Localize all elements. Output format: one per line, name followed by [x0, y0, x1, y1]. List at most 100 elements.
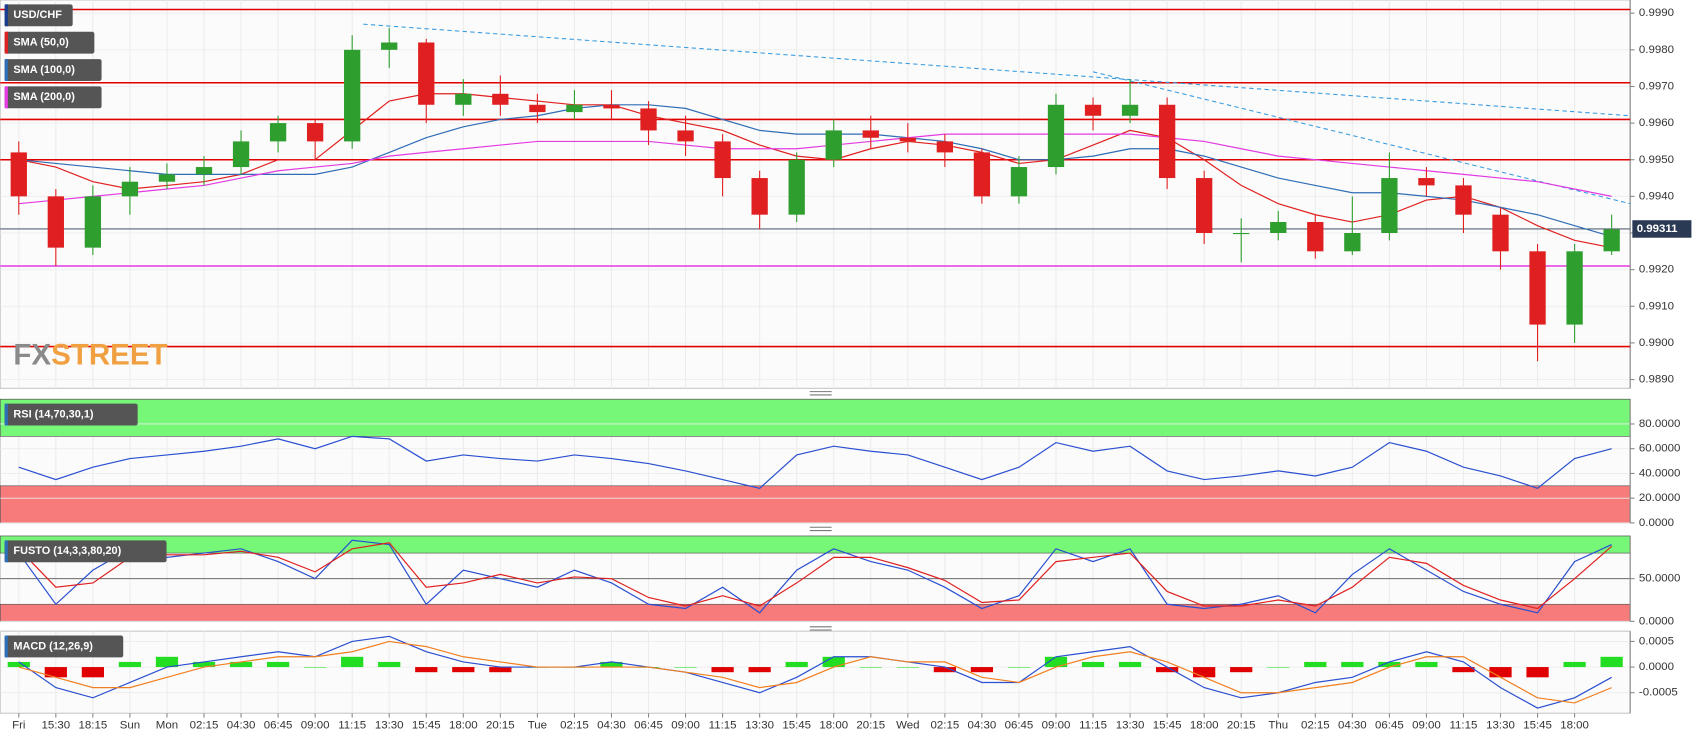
candle-body	[677, 130, 694, 142]
candle-body	[640, 108, 657, 131]
candle-body	[1233, 232, 1250, 235]
histogram-bar	[415, 667, 438, 673]
y-tick-label: 80.0000	[1639, 418, 1680, 430]
y-tick-label: -0.0005	[1639, 687, 1678, 699]
x-tick-label: 06:45	[634, 719, 663, 731]
candle-body	[1158, 104, 1176, 179]
y-tick-label: 0.9890	[1639, 374, 1674, 386]
histogram-bar	[1563, 661, 1586, 668]
legend-label: SMA (200,0)	[13, 91, 75, 103]
legend-label: RSI (14,70,30,1)	[13, 408, 94, 420]
x-tick-label: 11:15	[1079, 719, 1107, 731]
legend-box	[4, 403, 138, 426]
x-tick-label: 09:00	[1412, 719, 1441, 731]
candle-body	[158, 174, 176, 182]
candle-body	[306, 123, 324, 142]
x-tick-label: 11:15	[1450, 719, 1478, 731]
candle-body	[566, 104, 583, 113]
x-tick-label: 09:00	[1042, 719, 1071, 731]
candle-body	[1455, 185, 1472, 215]
candle-body	[381, 42, 398, 50]
histogram-bar	[155, 656, 179, 668]
legend-swatch	[4, 31, 8, 54]
legend-box	[4, 31, 95, 54]
histogram-bar	[1341, 661, 1364, 668]
series-line	[18, 640, 1612, 704]
x-tick-label: 06:45	[264, 719, 293, 731]
x-tick-label: 20:15	[486, 719, 515, 731]
indicator-band	[0, 398, 1631, 437]
legend-swatch	[4, 635, 8, 658]
y-tick-label: 0.9940	[1639, 190, 1674, 202]
x-tick-label: 09:00	[301, 719, 330, 731]
last-price-box	[1632, 220, 1692, 238]
histogram-bar	[489, 667, 512, 673]
x-tick-label: 09:00	[671, 719, 700, 731]
candle-body	[47, 196, 64, 248]
legend-swatch	[4, 403, 8, 426]
x-tick-label: 20:15	[1227, 719, 1256, 731]
x-tick-label: 18:00	[819, 719, 848, 731]
legend-box	[4, 59, 102, 81]
legend-swatch	[4, 4, 8, 27]
x-tick-label: 13:30	[745, 719, 774, 731]
series-line	[18, 93, 1612, 249]
candle-body	[1529, 251, 1546, 325]
histogram-bar	[1378, 661, 1401, 668]
legend-label: SMA (50,0)	[13, 37, 69, 49]
histogram-bar	[266, 661, 290, 668]
candle-body	[195, 167, 213, 175]
series-line	[18, 635, 1612, 709]
histogram-bar	[81, 667, 104, 678]
indicator-band	[0, 603, 1631, 622]
candle-body	[862, 130, 879, 138]
candle-body	[1344, 232, 1361, 252]
candle-body	[232, 141, 250, 168]
candle-body	[714, 141, 731, 179]
x-tick-label: 15:45	[782, 719, 811, 731]
x-tick-label: 04:30	[597, 719, 626, 731]
histogram-bar	[711, 667, 734, 673]
y-tick-label: 0.9960	[1639, 117, 1674, 129]
legend-swatch	[4, 540, 8, 563]
candle-body	[973, 152, 991, 197]
y-tick-label: 0.9900	[1639, 337, 1674, 349]
histogram-bar	[452, 667, 475, 673]
histogram-bar	[229, 661, 253, 668]
y-tick-label: 40.0000	[1639, 467, 1680, 479]
x-tick-label: 15:45	[412, 719, 441, 731]
histogram-bar	[44, 667, 67, 678]
watermark-part: FX	[13, 338, 51, 371]
trendline	[363, 23, 1631, 117]
legend-box	[4, 540, 167, 563]
histogram-bar	[1415, 661, 1438, 668]
histogram-bar	[1452, 667, 1475, 673]
candle-body	[418, 42, 435, 105]
candle-body	[1010, 167, 1028, 197]
histogram-bar	[1230, 667, 1253, 673]
legend-label: MACD (12,26,9)	[13, 640, 93, 652]
legend-label: FUSTO (14,3,3,80,20)	[13, 545, 121, 557]
x-tick-label: 13:30	[1116, 719, 1145, 731]
x-tick-label: 11:15	[709, 719, 737, 731]
last-price-label: 0.99311	[1637, 223, 1678, 235]
y-tick-label: 0.0000	[1639, 661, 1674, 673]
histogram-bar	[1489, 667, 1512, 678]
histogram-bar	[970, 667, 994, 673]
candle-body	[84, 196, 102, 248]
histogram-bar	[1156, 667, 1179, 673]
candle-body	[751, 178, 768, 215]
candle-body	[1270, 222, 1287, 233]
histogram-bar	[378, 661, 401, 668]
candle-body	[788, 159, 805, 215]
y-tick-label: 0.9910	[1639, 300, 1674, 312]
histogram-bar	[822, 656, 845, 668]
x-tick-label: 18:00	[449, 719, 478, 731]
x-tick-label: Wed	[896, 719, 919, 731]
x-tick-label: 15:30	[41, 719, 70, 731]
y-tick-label: 50.0000	[1639, 573, 1680, 585]
legend-label: USD/CHF	[13, 9, 62, 21]
legend-box	[4, 635, 124, 658]
histogram-bar	[1044, 656, 1068, 668]
x-tick-label: 18:15	[79, 719, 108, 731]
